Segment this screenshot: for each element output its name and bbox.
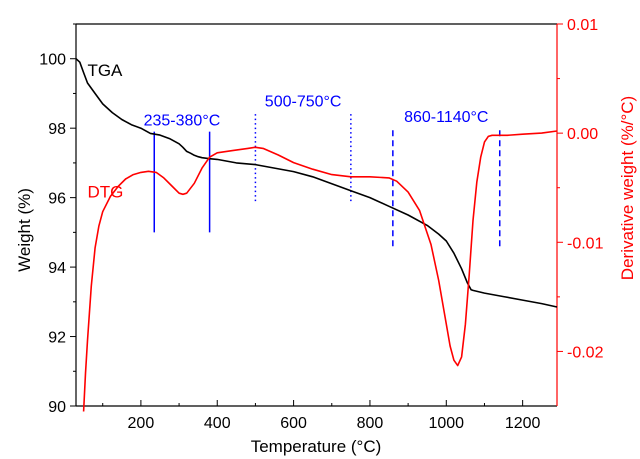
left-y-axis-title: Weight (%) [15,188,34,272]
x-axis-title: Temperature (°C) [251,437,382,456]
left-y-axis-ticks: 90 92 94 96 98 100 [39,23,76,416]
left-y-tick-label: 98 [48,121,66,138]
x-tick-label: 400 [204,415,231,432]
right-y-axis-ticks: 0.01 0.00 -0.01 -0.02 [557,17,604,361]
x-tick-label: 1200 [505,415,541,432]
right-y-tick-label: -0.01 [567,235,604,252]
series-line-tga [75,58,558,308]
temperature-range-annotations: 235-380°C 500-750°C 860-1140°C [142,92,501,247]
x-axis-ticks: 200 400 600 800 1000 1200 [102,400,541,432]
x-tick-label: 800 [357,415,384,432]
range-label: 500-750°C [265,94,342,111]
left-y-tick-label: 90 [48,399,66,416]
x-tick-label: 1000 [428,415,464,432]
left-y-tick-label: 100 [39,52,66,69]
series-label-dtg: DTG [87,183,123,202]
series-lines [75,58,558,412]
plot-frame [75,23,558,407]
range-label: 860-1140°C [404,109,488,126]
x-tick-label: 600 [280,415,307,432]
x-tick-label: 200 [128,415,155,432]
series-line-dtg [82,130,558,412]
range-label: 235-380°C [144,113,221,130]
left-y-tick-label: 92 [48,330,66,347]
right-y-tick-label: -0.02 [567,344,604,361]
right-y-axis-title: Derivative weight (%/°C) [618,96,637,280]
series-label-tga: TGA [87,61,123,80]
left-y-tick-label: 96 [48,191,66,208]
right-y-tick-label: 0.00 [567,126,598,143]
right-y-tick-label: 0.01 [567,17,598,34]
left-y-tick-label: 94 [48,260,66,277]
series-labels: TGA DTG [87,61,123,202]
